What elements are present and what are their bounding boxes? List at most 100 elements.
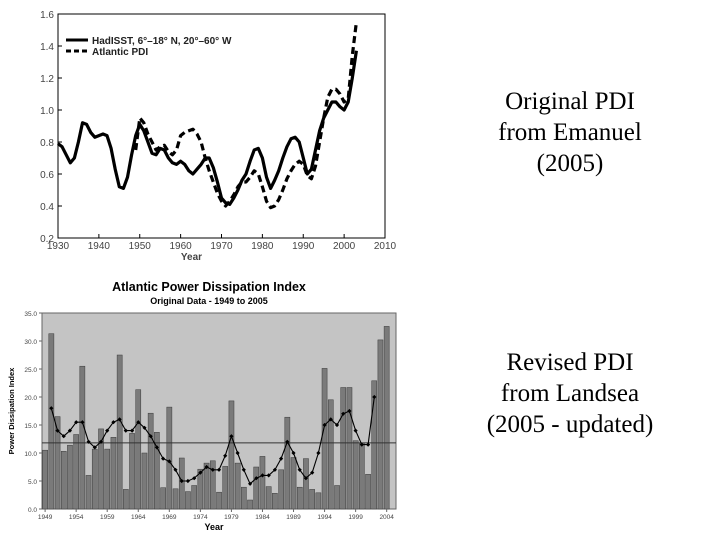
smoothed-marker bbox=[235, 450, 240, 456]
smoothed-marker bbox=[86, 439, 91, 444]
bar bbox=[272, 493, 278, 510]
bar bbox=[259, 456, 266, 510]
x-tick-label: 1989 bbox=[286, 514, 301, 521]
x-tick-label: 1950 bbox=[129, 241, 152, 252]
bar bbox=[141, 452, 148, 510]
smoothed-marker bbox=[285, 439, 290, 444]
smoothed-marker bbox=[279, 456, 284, 461]
bar bbox=[321, 368, 328, 510]
bar bbox=[60, 451, 67, 510]
bar bbox=[284, 416, 291, 510]
smoothed-marker bbox=[111, 420, 116, 425]
bar bbox=[315, 492, 322, 510]
smoothed-marker bbox=[216, 467, 222, 472]
bar bbox=[371, 380, 378, 510]
bar bbox=[234, 462, 241, 510]
smoothed-marker bbox=[248, 481, 253, 486]
bar bbox=[48, 333, 55, 510]
bar bbox=[85, 475, 92, 510]
x-tick-label: 1940 bbox=[88, 241, 111, 252]
smoothed-marker bbox=[347, 408, 352, 414]
x-tick-label: 1979 bbox=[224, 514, 239, 521]
y-tick-label: 5.0 bbox=[28, 479, 37, 486]
bar bbox=[98, 428, 104, 510]
bar bbox=[185, 491, 191, 510]
y-tick-label: 0.2 bbox=[40, 234, 54, 245]
bar bbox=[309, 489, 315, 510]
smoothed-marker bbox=[316, 450, 321, 456]
y-tick-label: 0.4 bbox=[40, 202, 54, 213]
bar bbox=[265, 486, 272, 510]
x-tick-label: 1959 bbox=[100, 514, 115, 521]
smoothed-marker bbox=[254, 476, 259, 481]
y-tick-label: 1.4 bbox=[40, 42, 54, 53]
bar bbox=[303, 458, 309, 510]
x-tick-label: 1984 bbox=[255, 514, 270, 521]
smoothed-marker bbox=[366, 442, 371, 447]
x-tick-label: 1964 bbox=[131, 514, 146, 521]
bar bbox=[54, 416, 61, 510]
bar bbox=[104, 448, 111, 510]
smoothed-marker bbox=[334, 422, 340, 428]
y-tick-label: 0.0 bbox=[28, 507, 37, 514]
caption-original-pdi: Original PDI from Emanuel (2005) bbox=[470, 86, 670, 179]
smoothed-marker bbox=[353, 428, 358, 433]
bar bbox=[222, 466, 229, 510]
bar bbox=[166, 406, 173, 510]
bar bbox=[365, 474, 371, 510]
bar bbox=[91, 448, 98, 510]
smoothed-marker bbox=[204, 464, 209, 470]
y-tick-label: 35.0 bbox=[24, 311, 37, 318]
y-tick-label: 20.0 bbox=[24, 395, 37, 402]
bar bbox=[209, 460, 216, 510]
smoothed-marker bbox=[61, 434, 66, 439]
caption-line: from Emanuel bbox=[498, 119, 642, 146]
bar bbox=[67, 444, 73, 510]
x-tick-label: 1969 bbox=[162, 514, 177, 521]
smoothed-marker bbox=[297, 467, 302, 472]
y-axis-label: Power Dissipation Index bbox=[7, 367, 16, 455]
y-tick-label: 1.2 bbox=[40, 74, 54, 85]
bar bbox=[154, 432, 160, 510]
bar bbox=[247, 499, 253, 510]
x-tick-label: 1990 bbox=[292, 241, 315, 252]
x-axis-label: Year bbox=[204, 522, 224, 532]
smoothed-marker bbox=[185, 478, 190, 484]
smoothed-marker bbox=[173, 467, 178, 472]
x-tick-label: 2010 bbox=[374, 241, 397, 252]
bar bbox=[197, 468, 204, 510]
bar bbox=[203, 462, 210, 510]
bar bbox=[383, 326, 390, 510]
x-tick-label: 1970 bbox=[210, 241, 233, 252]
smoothed-marker bbox=[291, 450, 296, 456]
bar bbox=[359, 442, 365, 510]
bar bbox=[147, 412, 154, 510]
y-tick-label: 25.0 bbox=[24, 367, 37, 374]
chart-subtitle: Original Data - 1949 to 2005 bbox=[150, 296, 268, 306]
bar bbox=[241, 486, 247, 510]
y-tick-label: 0.8 bbox=[40, 138, 54, 149]
x-tick-label: 1980 bbox=[251, 241, 274, 252]
y-tick-label: 15.0 bbox=[24, 423, 37, 430]
bar bbox=[123, 489, 129, 510]
y-tick-label: 10.0 bbox=[24, 451, 37, 458]
bar bbox=[296, 486, 303, 510]
bar bbox=[129, 433, 135, 510]
smoothed-marker bbox=[98, 439, 104, 444]
x-tick-label: 2004 bbox=[379, 514, 394, 521]
bar bbox=[73, 434, 79, 510]
bar bbox=[191, 485, 197, 510]
series-line-atlantic-pdi bbox=[134, 21, 358, 210]
smoothed-marker bbox=[80, 420, 85, 425]
bar bbox=[172, 488, 179, 510]
y-tick-label: 30.0 bbox=[24, 339, 37, 346]
bar bbox=[352, 440, 359, 510]
smoothed-marker bbox=[272, 467, 277, 472]
bar bbox=[228, 400, 235, 510]
bar bbox=[110, 437, 117, 510]
x-tick-label: 2000 bbox=[333, 241, 356, 252]
bar bbox=[135, 389, 142, 510]
bar bbox=[79, 365, 86, 510]
bar bbox=[116, 354, 123, 510]
x-tick-label: 1974 bbox=[193, 514, 208, 521]
